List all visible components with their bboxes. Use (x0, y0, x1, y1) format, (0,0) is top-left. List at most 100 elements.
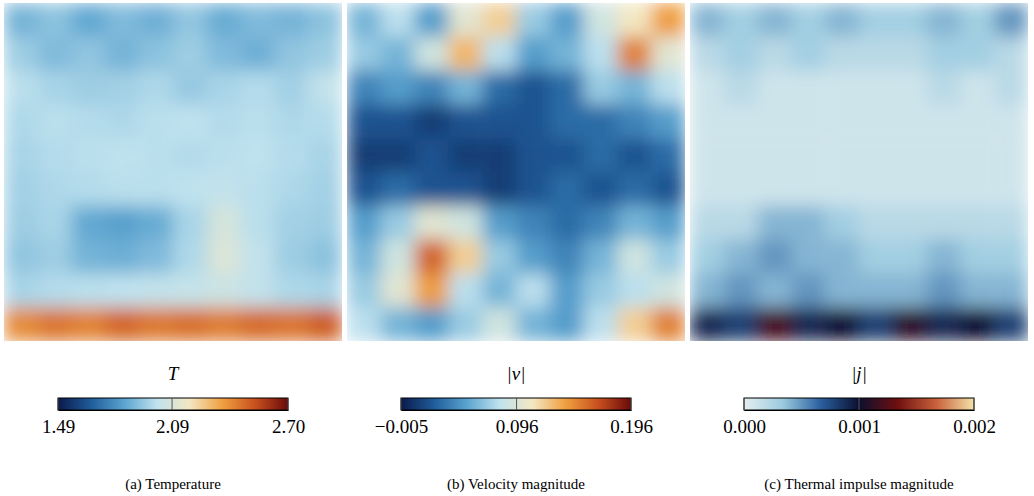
cell (207, 307, 241, 341)
tick: 2.09 (156, 410, 189, 437)
cell (105, 206, 139, 240)
cell (758, 138, 792, 172)
cell (381, 104, 415, 138)
cell (482, 307, 516, 341)
cell (960, 3, 994, 37)
cell (139, 240, 173, 274)
cell (584, 273, 618, 307)
cell (791, 3, 825, 37)
cell (825, 206, 859, 240)
cell (516, 37, 550, 71)
cell (893, 104, 927, 138)
cell (72, 172, 106, 206)
cell (139, 206, 173, 240)
cell (994, 172, 1028, 206)
cell (690, 71, 724, 105)
tick: 1.49 (42, 410, 75, 437)
cell (550, 71, 584, 105)
cell (415, 206, 449, 240)
cell (859, 206, 893, 240)
cell (448, 71, 482, 105)
cell (927, 307, 961, 341)
cell (893, 206, 927, 240)
cell (690, 172, 724, 206)
cell (72, 307, 106, 341)
cell (927, 104, 961, 138)
cell (927, 37, 961, 71)
colorbar: 1.49 2.09 2.70 (42, 398, 305, 437)
cell (347, 37, 381, 71)
cell (690, 240, 724, 274)
cell (859, 71, 893, 105)
cell (173, 307, 207, 341)
cell (994, 307, 1028, 341)
cell (173, 138, 207, 172)
cell (105, 273, 139, 307)
tick: 0.002 (953, 410, 996, 437)
cell (651, 3, 685, 37)
colorbar-tick (744, 398, 745, 410)
cell (448, 3, 482, 37)
cell (381, 240, 415, 274)
cells (690, 3, 1028, 341)
plot-area (690, 3, 1028, 341)
cell (584, 206, 618, 240)
cell (859, 104, 893, 138)
colorbar-tick (172, 398, 173, 410)
cell (448, 37, 482, 71)
cell (448, 273, 482, 307)
cell (241, 71, 275, 105)
cell (482, 71, 516, 105)
cell (381, 3, 415, 37)
cell (550, 273, 584, 307)
tick: 2.70 (272, 410, 305, 437)
cell (274, 3, 308, 37)
cell (173, 3, 207, 37)
cell (72, 206, 106, 240)
cell (550, 3, 584, 37)
cell (690, 37, 724, 71)
tick-label: 0.002 (953, 416, 996, 437)
cell (859, 240, 893, 274)
cell (724, 104, 758, 138)
cell (690, 138, 724, 172)
cell (758, 206, 792, 240)
cell (651, 273, 685, 307)
cell (893, 138, 927, 172)
cell (4, 37, 38, 71)
caption: (c) Thermal impulse magnitude (764, 476, 954, 493)
cell (139, 138, 173, 172)
cell (724, 71, 758, 105)
cell (516, 206, 550, 240)
cell (448, 307, 482, 341)
cell (960, 206, 994, 240)
cell (758, 71, 792, 105)
colorbar-title: T (168, 363, 180, 384)
cell (825, 3, 859, 37)
cell (415, 138, 449, 172)
cell (516, 71, 550, 105)
cell (617, 71, 651, 105)
cell (617, 206, 651, 240)
cell (4, 104, 38, 138)
cell (516, 307, 550, 341)
cell (207, 138, 241, 172)
cell (651, 240, 685, 274)
cell (617, 3, 651, 37)
cell (448, 104, 482, 138)
cell (482, 172, 516, 206)
cell (274, 273, 308, 307)
cell (724, 307, 758, 341)
cell (690, 273, 724, 307)
cell (893, 3, 927, 37)
colorbar-title: |v| (507, 363, 526, 384)
cell (381, 273, 415, 307)
cell (994, 273, 1028, 307)
cell (381, 37, 415, 71)
cell (724, 37, 758, 71)
colorbar: 0.0000.0010.002 (723, 398, 996, 437)
cell (38, 307, 72, 341)
caption: (a) Temperature (125, 476, 221, 493)
cell (207, 104, 241, 138)
cell (584, 307, 618, 341)
